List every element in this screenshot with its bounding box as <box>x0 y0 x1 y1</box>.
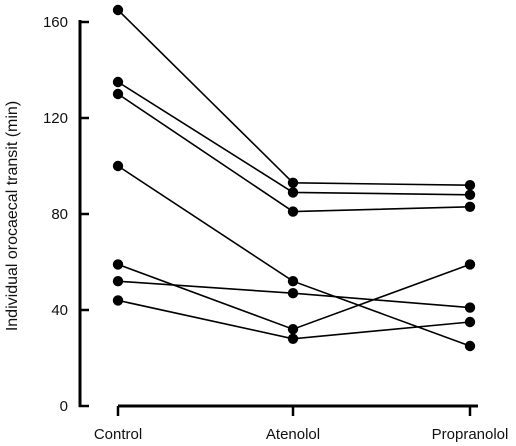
data-point <box>112 295 124 306</box>
data-point <box>464 180 476 191</box>
data-point <box>112 160 124 172</box>
data-point <box>112 259 124 270</box>
data-point <box>112 276 124 287</box>
y-tick-label: 80 <box>51 206 68 223</box>
data-point <box>464 316 476 328</box>
data-point <box>287 276 299 287</box>
series-6 <box>112 276 476 313</box>
y-tick-label: 0 <box>60 398 68 415</box>
data-point <box>287 324 299 335</box>
data-point <box>287 206 299 217</box>
data-point <box>287 333 299 344</box>
data-point <box>464 302 476 313</box>
x-tick-label: Control <box>94 426 142 443</box>
data-point <box>464 259 476 270</box>
series-4 <box>112 160 476 352</box>
y-tick-label: 120 <box>43 110 68 127</box>
data-point <box>287 288 299 299</box>
x-tick-label: Atenolol <box>266 426 320 443</box>
data-point <box>464 189 476 200</box>
y-axis-label: Individual orocaecal transit (min) <box>4 101 21 331</box>
y-tick-label: 40 <box>51 302 68 319</box>
series-7 <box>112 295 476 344</box>
data-point <box>464 340 476 352</box>
data-point <box>287 187 299 198</box>
x-tick-label: Propranolol <box>432 426 509 443</box>
axes: 0 40 80 120 160 Control Atenolol Propranolol <box>43 14 508 443</box>
y-tick-label: 160 <box>43 14 68 31</box>
series-2 <box>112 76 476 200</box>
data-point <box>112 4 124 16</box>
series-group <box>112 4 476 352</box>
series-line <box>117 9 471 186</box>
data-point <box>287 177 299 188</box>
data-point <box>464 201 476 212</box>
series-3 <box>112 88 476 217</box>
series-1 <box>112 4 476 191</box>
data-point <box>112 76 124 88</box>
data-point <box>112 88 124 100</box>
